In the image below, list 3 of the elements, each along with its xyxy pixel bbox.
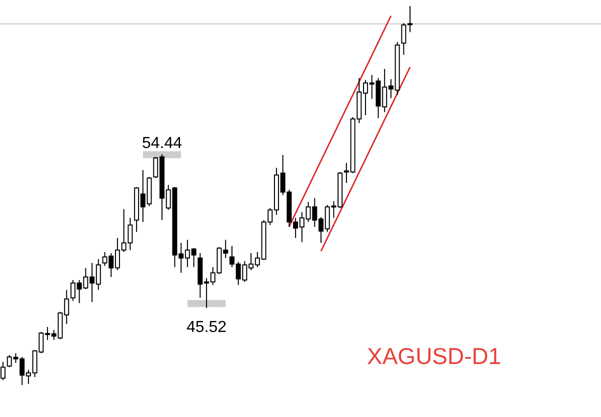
- annotation: XAGUSD-D1: [367, 343, 502, 369]
- annotation: 45.52: [186, 319, 227, 336]
- annotation: 54.44: [142, 135, 182, 152]
